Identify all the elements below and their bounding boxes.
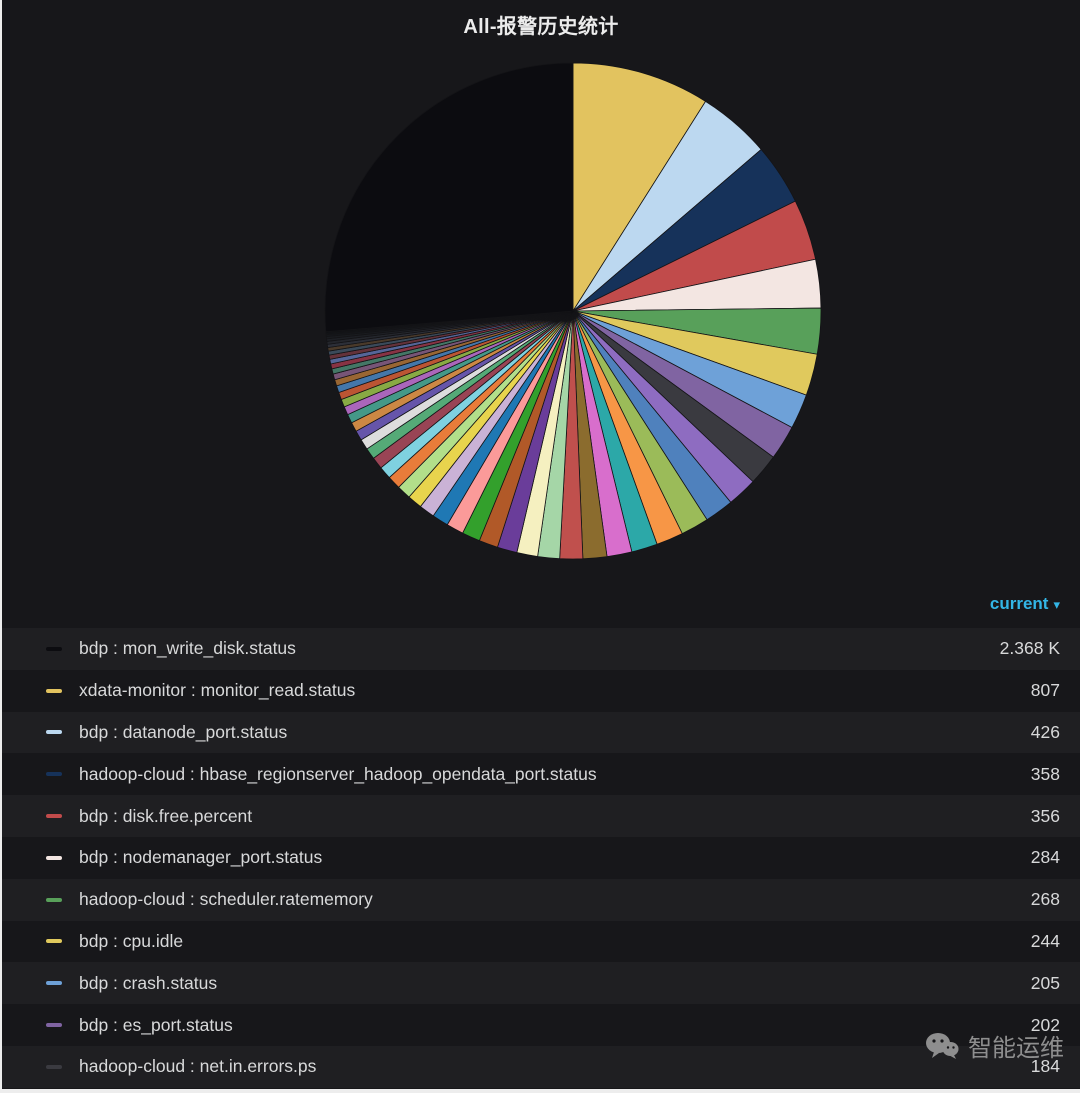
series-label[interactable]: xdata-monitor : monitor_read.status (79, 680, 356, 701)
legend-row: bdp : datanode_port.status 426 (2, 712, 1080, 754)
series-label[interactable]: bdp : disk.free.percent (79, 805, 253, 826)
series-color-swatch (46, 855, 62, 860)
series-label[interactable]: hadoop-cloud : net.in.errors.ps (79, 1056, 317, 1077)
series-current-value: 284 (1030, 847, 1060, 868)
legend-row: hadoop-cloud : hbase_regionserver_hadoop… (2, 753, 1080, 795)
series-current-value: 356 (1030, 805, 1060, 826)
watermark-text: 智能运维 (968, 1035, 1064, 1062)
legend-sort-current[interactable]: current ▾ (990, 594, 1060, 614)
pie-svg (324, 62, 822, 560)
legend-row: xdata-monitor : monitor_read.status 807 (2, 670, 1080, 712)
series-label[interactable]: bdp : es_port.status (79, 1014, 233, 1035)
series-current-value: 807 (1030, 680, 1060, 701)
legend-row: bdp : mon_write_disk.status 2.368 K (2, 628, 1080, 670)
legend-header-label: current (989, 594, 1049, 613)
caret-down-icon: ▾ (1053, 596, 1060, 612)
series-color-swatch (46, 1064, 62, 1069)
panel-title: All-报警历史统计 (463, 16, 619, 38)
legend-table: bdp : mon_write_disk.status 2.368 K xdata-… (2, 628, 1080, 1088)
legend-row: bdp : nodemanager_port.status 284 (2, 837, 1080, 879)
pie-slice[interactable] (572, 62, 707, 313)
series-color-swatch (46, 688, 62, 693)
pie-chart[interactable] (322, 60, 824, 562)
series-current-value: 2.368 K (999, 638, 1060, 659)
series-label[interactable]: bdp : mon_write_disk.status (79, 638, 296, 659)
series-color-swatch (46, 939, 62, 944)
series-current-value: 184 (1030, 1056, 1060, 1077)
series-current-value: 268 (1030, 889, 1060, 910)
series-label[interactable]: bdp : crash.status (79, 972, 218, 993)
legend-row: hadoop-cloud : scheduler.ratememory 268 (2, 879, 1080, 921)
legend-row: bdp : crash.status 205 (2, 962, 1080, 1004)
legend-row: bdp : disk.free.percent 356 (2, 795, 1080, 837)
series-current-value: 426 (1030, 721, 1060, 742)
series-color-swatch (46, 814, 62, 819)
watermark: 智能运维 (925, 1028, 1064, 1063)
series-current-value: 358 (1030, 763, 1060, 784)
series-label[interactable]: hadoop-cloud : scheduler.ratememory (79, 889, 373, 910)
series-color-swatch (46, 981, 62, 986)
series-color-swatch (46, 730, 62, 735)
wechat-icon (925, 1032, 959, 1060)
series-current-value: 202 (1030, 1014, 1060, 1035)
series-label[interactable]: bdp : datanode_port.status (79, 721, 288, 742)
series-color-swatch (46, 897, 62, 902)
series-label[interactable]: bdp : nodemanager_port.status (79, 847, 323, 868)
pie-slice[interactable] (324, 62, 574, 333)
series-label[interactable]: hadoop-cloud : hbase_regionserver_hadoop… (79, 763, 597, 784)
legend-row: bdp : cpu.idle 244 (2, 921, 1080, 963)
series-label[interactable]: bdp : cpu.idle (79, 930, 184, 951)
series-current-value: 205 (1030, 972, 1060, 993)
legend-row: bdp : es_port.status 202 (2, 1004, 1080, 1046)
series-color-swatch (46, 1023, 62, 1028)
series-color-swatch (46, 772, 62, 777)
legend-row: hadoop-cloud : net.in.errors.ps 184 (2, 1046, 1080, 1088)
series-current-value: 244 (1030, 930, 1060, 951)
series-color-swatch (46, 646, 62, 651)
